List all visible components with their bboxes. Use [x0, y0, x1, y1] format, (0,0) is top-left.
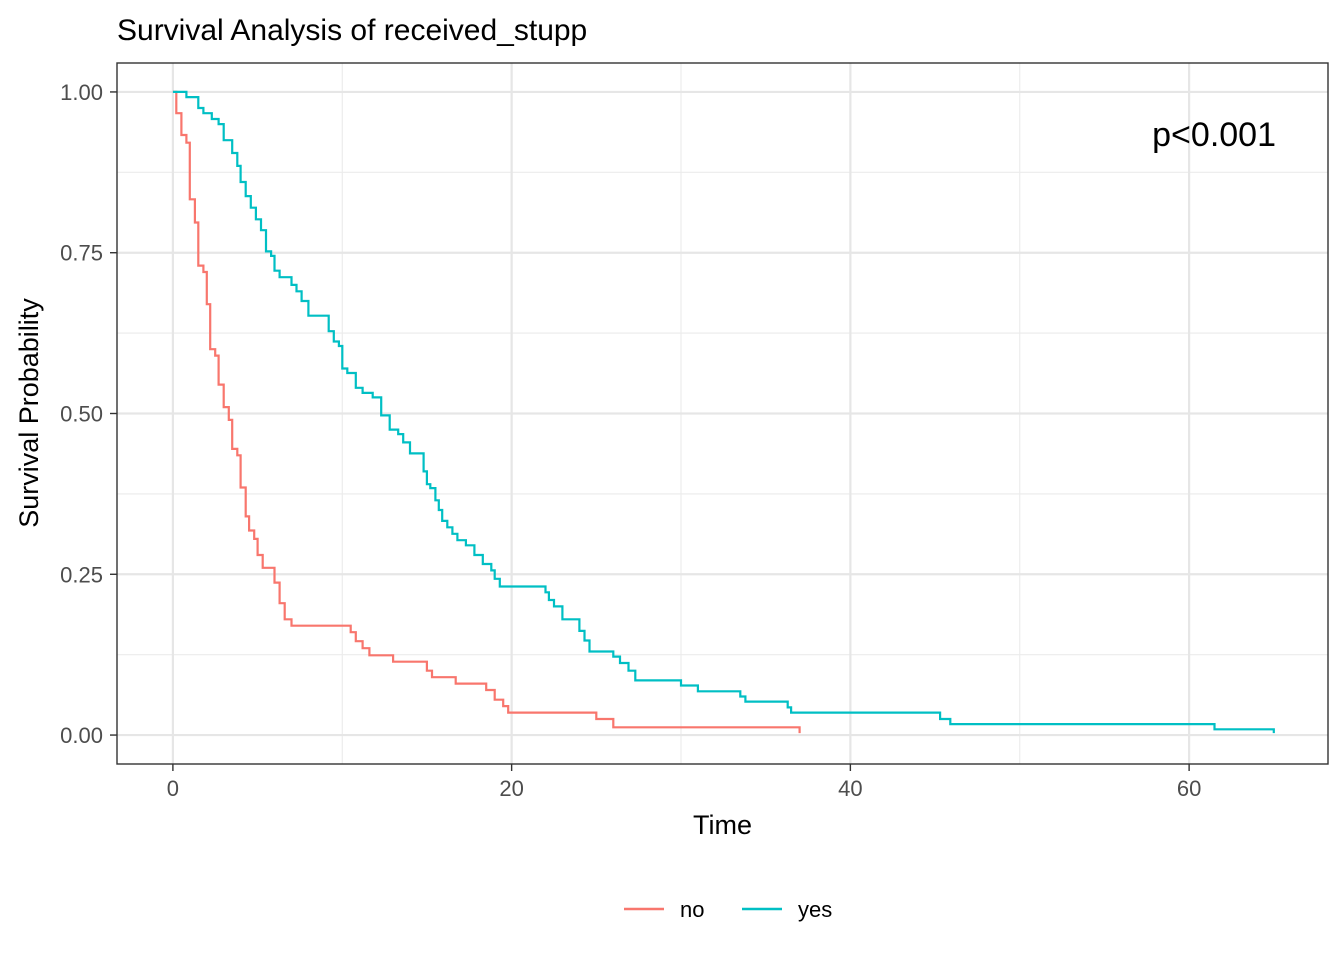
legend-label-yes: yes — [798, 897, 832, 922]
x-tick-label: 0 — [167, 776, 179, 801]
plot-panel — [116, 62, 1329, 765]
legend-item-yes: yes — [742, 897, 832, 922]
y-axis-tick-labels: 0.00 0.25 0.50 0.75 1.00 — [60, 80, 103, 748]
axis-ticks — [110, 91, 1190, 771]
x-tick-label: 40 — [838, 776, 862, 801]
chart-title: Survival Analysis of received_stupp — [117, 14, 587, 47]
x-tick-label: 60 — [1177, 776, 1201, 801]
y-tick-label: 0.25 — [60, 562, 103, 587]
y-tick-label: 0.75 — [60, 241, 103, 266]
series-layer — [172, 90, 1275, 734]
series-line-yes — [172, 90, 1275, 734]
x-tick-label: 20 — [499, 776, 523, 801]
x-axis-tick-labels: 0 20 40 60 — [167, 776, 1202, 801]
legend: no yes — [624, 897, 832, 922]
y-tick-label: 0.00 — [60, 723, 103, 748]
y-tick-label: 1.00 — [60, 80, 103, 105]
series-line-no — [172, 90, 801, 734]
x-axis-title: Time — [693, 810, 752, 840]
p-value-annotation: p<0.001 — [1152, 116, 1276, 154]
major-gridlines — [117, 63, 1328, 764]
y-tick-label: 0.50 — [60, 402, 103, 427]
legend-label-no: no — [680, 897, 704, 922]
y-axis-title: Survival Probability — [14, 298, 44, 528]
legend-item-no: no — [624, 897, 704, 922]
